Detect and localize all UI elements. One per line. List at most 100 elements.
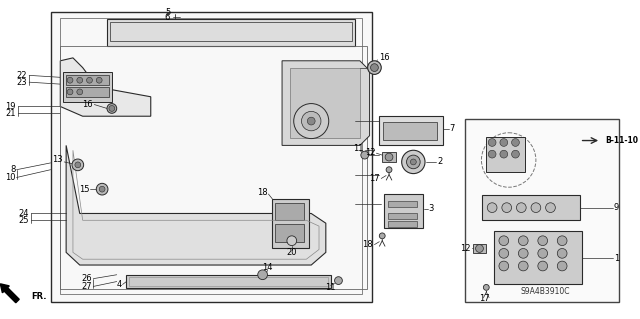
Circle shape [511,138,520,146]
Bar [473,244,486,253]
Polygon shape [66,145,326,265]
Bar [290,68,360,137]
Bar [465,119,619,302]
Text: 17: 17 [479,293,490,303]
Text: 23: 23 [17,78,28,87]
Text: 10: 10 [5,173,15,182]
Polygon shape [282,61,369,145]
Bar [63,72,112,102]
Bar [383,122,436,139]
Circle shape [75,162,81,168]
Text: 12: 12 [365,148,376,157]
Circle shape [371,64,378,71]
Circle shape [72,159,84,171]
Bar [382,152,396,162]
Circle shape [538,261,548,271]
Bar [483,195,580,220]
Circle shape [96,183,108,195]
Ellipse shape [390,125,429,137]
Bar [388,213,417,219]
Circle shape [488,150,496,158]
Bar [107,19,355,46]
Text: 16: 16 [82,100,92,109]
Circle shape [499,249,509,258]
Text: 5: 5 [165,8,170,17]
Circle shape [500,138,508,146]
Bar [384,194,423,228]
Circle shape [402,150,425,174]
Bar [494,231,582,285]
Circle shape [546,203,556,212]
Circle shape [511,150,520,158]
FancyArrow shape [1,284,19,303]
Circle shape [518,261,528,271]
Circle shape [335,277,342,285]
Circle shape [557,249,567,258]
Circle shape [483,285,489,290]
Circle shape [287,236,297,246]
Text: 9: 9 [614,203,619,212]
Text: 11: 11 [325,283,336,292]
Bar [273,199,309,248]
Circle shape [538,249,548,258]
Text: B-11-10: B-11-10 [605,136,638,145]
Text: 24: 24 [19,209,29,218]
Bar [275,224,305,242]
Circle shape [488,138,496,146]
Bar [51,12,372,302]
Bar [60,46,367,289]
Circle shape [96,77,102,83]
Circle shape [86,77,92,83]
Circle shape [499,236,509,246]
Circle shape [518,249,528,258]
Text: 11: 11 [353,144,363,153]
Text: 6: 6 [165,12,170,21]
Text: 15: 15 [79,185,90,194]
Circle shape [557,236,567,246]
Text: 2: 2 [438,158,443,167]
Text: 26: 26 [82,274,92,283]
Text: 17: 17 [369,174,380,183]
Circle shape [502,203,511,212]
Circle shape [77,77,83,83]
Circle shape [386,167,392,173]
Text: 7: 7 [449,124,454,133]
Circle shape [487,203,497,212]
Circle shape [361,151,369,159]
Text: 12: 12 [460,244,471,253]
Circle shape [77,89,83,95]
Text: 1: 1 [614,254,619,263]
Circle shape [109,106,115,111]
Text: 22: 22 [17,71,28,80]
Text: 8: 8 [10,165,15,174]
Circle shape [557,261,567,271]
Bar [129,277,328,286]
Circle shape [307,117,315,125]
Bar [66,75,109,85]
Text: 4: 4 [116,280,122,289]
Text: S9A4B3910C: S9A4B3910C [520,287,570,296]
Text: FR.: FR. [31,292,47,300]
Text: 16: 16 [380,53,390,62]
Circle shape [531,203,541,212]
Text: 14: 14 [262,263,273,272]
Circle shape [500,150,508,158]
Bar [110,22,352,41]
Circle shape [67,77,73,83]
Circle shape [385,153,393,161]
Circle shape [367,61,381,74]
Circle shape [518,236,528,246]
Text: 18: 18 [362,240,372,249]
Circle shape [499,261,509,271]
Text: 13: 13 [52,155,63,165]
Text: 21: 21 [5,109,15,118]
Circle shape [516,203,526,212]
Circle shape [258,270,268,280]
Bar [486,137,525,172]
Bar [66,87,109,97]
Text: 18: 18 [257,188,268,197]
Text: 3: 3 [428,204,433,213]
Circle shape [294,104,329,138]
Text: 27: 27 [82,282,92,291]
Bar [275,203,305,220]
